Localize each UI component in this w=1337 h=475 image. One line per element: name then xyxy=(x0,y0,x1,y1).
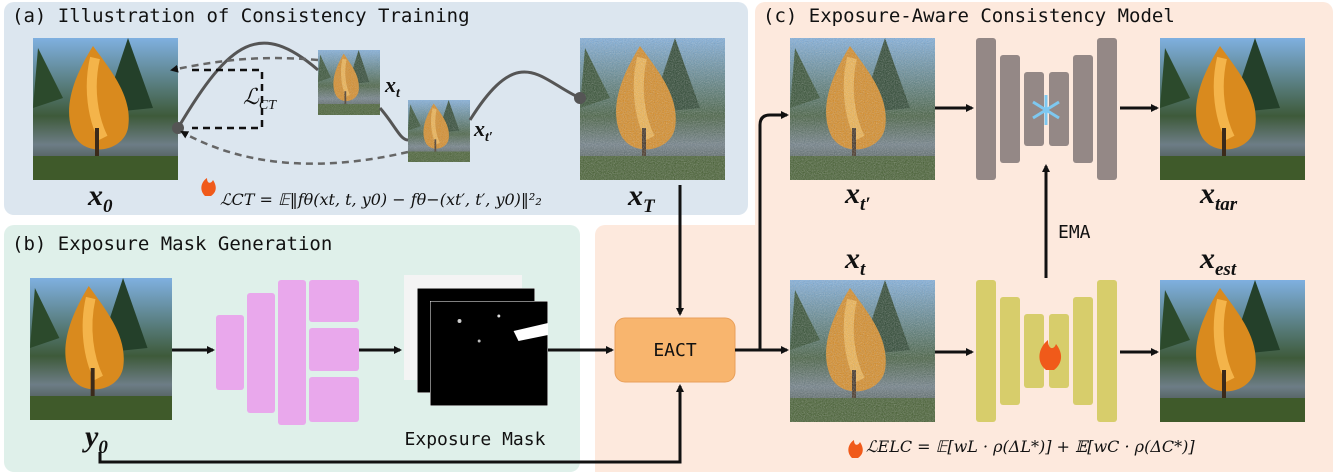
formula: ℒCT = 𝔼‖fθ(xt, t, y0) − fθ−(xt′, t′, y0)… xyxy=(220,190,542,209)
mask-image xyxy=(430,301,548,406)
mask-label: Exposure Mask xyxy=(405,429,546,450)
image-xt-prime xyxy=(408,100,470,162)
panel-title: (a) Illustration of Consistency Training xyxy=(12,5,470,27)
image-xtar xyxy=(1160,38,1305,180)
formula: ℒELC = 𝔼[wL · ρ(ΔL*)] + 𝔼[wC · ρ(ΔC*)] xyxy=(866,437,1195,456)
image-x0 xyxy=(33,38,178,180)
image-xt xyxy=(790,280,935,422)
eact-label: EACT xyxy=(653,340,697,361)
diagram: (a) Illustration of Consistency Training… xyxy=(0,0,1337,475)
ema-label: EMA xyxy=(1058,222,1091,243)
panel-title: (c) Exposure-Aware Consistency Model xyxy=(763,5,1175,27)
image-xt-prime xyxy=(790,38,935,180)
image-xt xyxy=(318,50,380,115)
image-xT xyxy=(580,38,725,180)
image-y0 xyxy=(30,278,172,420)
point xyxy=(574,92,586,104)
panel-title: (b) Exposure Mask Generation xyxy=(12,233,332,255)
image-xest xyxy=(1160,280,1305,422)
